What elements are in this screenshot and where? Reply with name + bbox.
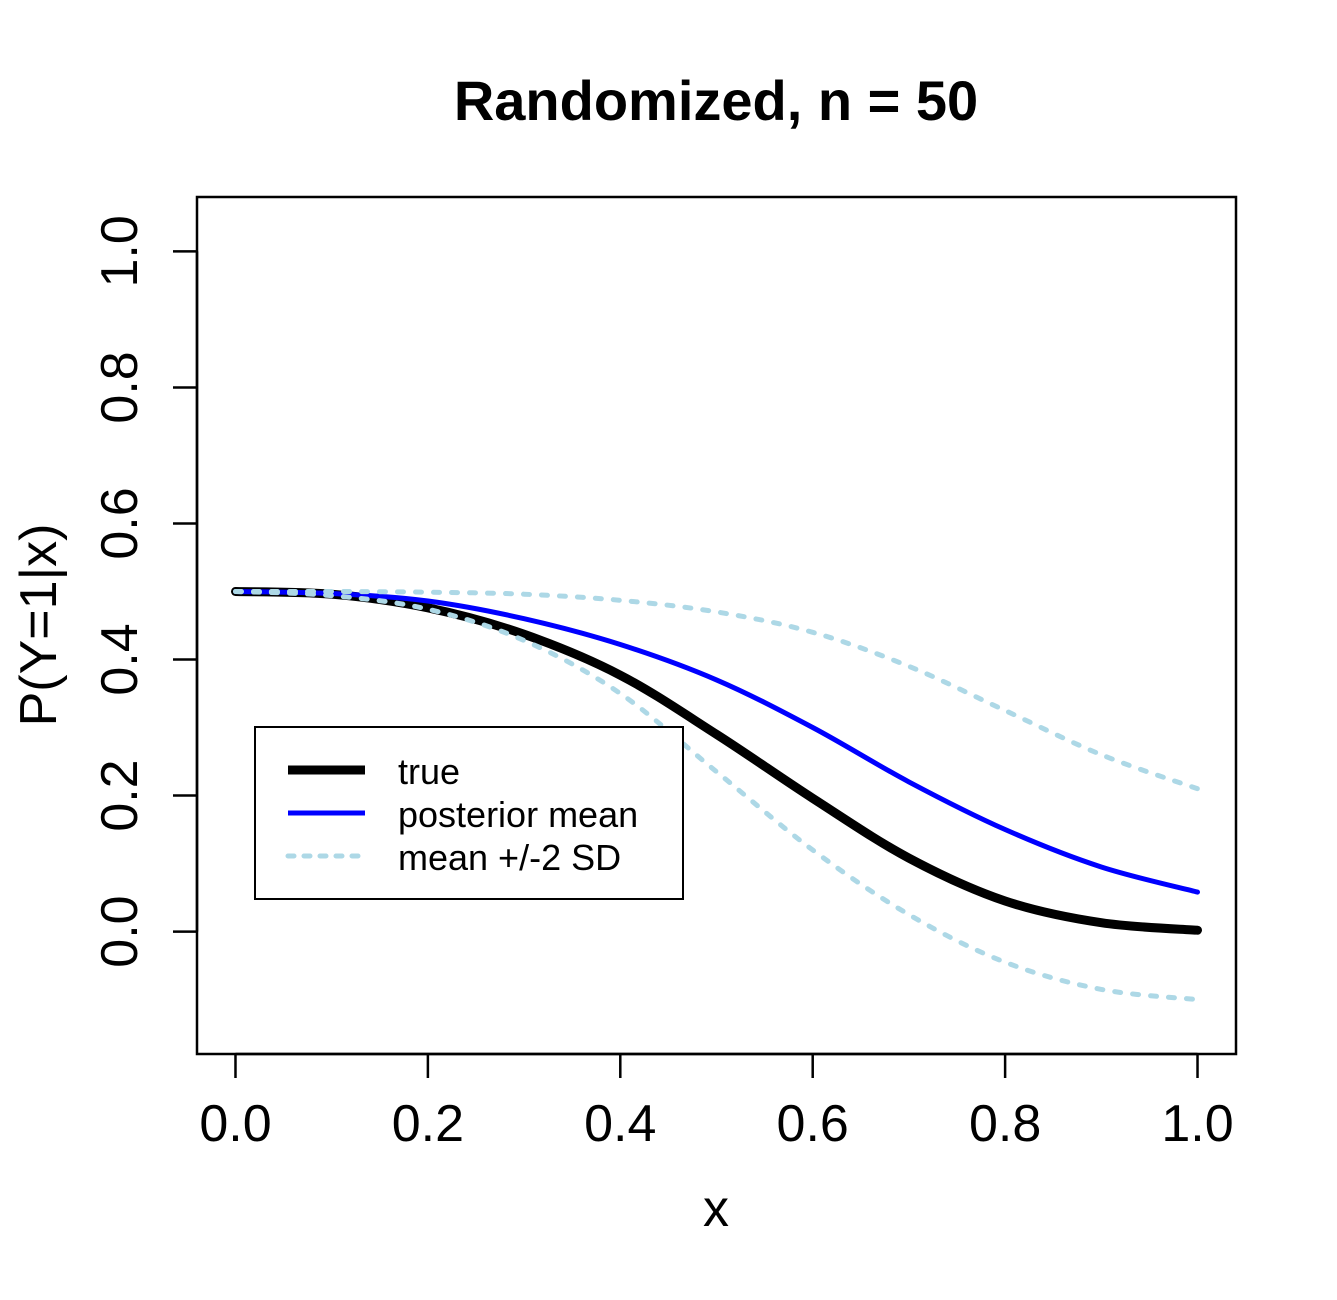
y-tick-label: 0.6 <box>91 487 149 559</box>
legend-label-band: mean +/-2 SD <box>398 837 621 878</box>
legend: true posterior mean mean +/-2 SD <box>254 726 684 900</box>
y-axis: 0.0 0.2 0.4 0.6 0.8 1.0 <box>91 215 199 968</box>
series-line-true <box>231 587 1202 935</box>
series-line-lower-band <box>233 589 1200 1003</box>
x-tick-label: 0.6 <box>777 1095 849 1153</box>
x-tick-label: 0.2 <box>392 1095 464 1153</box>
x-tick-label: 0.4 <box>584 1095 656 1153</box>
y-tick-label: 1.0 <box>91 215 149 287</box>
legend-label-true: true <box>398 751 460 792</box>
y-tick-label: 0.8 <box>91 351 149 423</box>
x-tick-label: 0.0 <box>199 1095 271 1153</box>
y-tick-label: 0.0 <box>91 895 149 967</box>
series-line-posterior-mean <box>233 589 1200 895</box>
legend-label-posterior-mean: posterior mean <box>398 794 638 835</box>
plot-frame <box>195 195 1238 1056</box>
y-tick-label: 0.4 <box>91 623 149 695</box>
y-tick-label: 0.2 <box>91 759 149 831</box>
y-axis-label: P(Y=1|x) <box>10 524 68 727</box>
x-tick-label: 1.0 <box>1161 1095 1233 1153</box>
series-line-upper-band <box>233 588 1200 792</box>
series-layer <box>231 587 1202 1003</box>
x-tick-label: 0.8 <box>969 1095 1041 1153</box>
legend-box <box>254 726 684 900</box>
chart-title: Randomized, n = 50 <box>454 69 978 132</box>
x-axis: 0.0 0.2 0.4 0.6 0.8 1.0 <box>199 1052 1234 1153</box>
x-axis-label: x <box>703 1180 729 1238</box>
